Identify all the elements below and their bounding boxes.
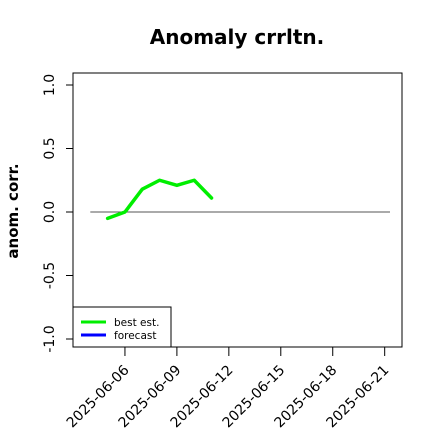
y-axis: -1.0 -0.5 0.0 0.5 1.0 — [42, 74, 73, 353]
y-tick-label: 0.5 — [42, 137, 58, 159]
legend-label-best-est: best est. — [114, 317, 159, 329]
x-axis: 2025-06-062025-06-092025-06-122025-06-15… — [64, 347, 392, 431]
plot-area-frame — [72, 72, 403, 348]
y-tick-label: -0.5 — [42, 262, 58, 289]
y-tick-label: 0.0 — [42, 201, 58, 223]
y-tick-label: 1.0 — [42, 74, 58, 96]
legend-label-forecast: forecast — [114, 330, 156, 342]
series-line-best-est — [105, 178, 214, 221]
y-tick-label: -1.0 — [42, 325, 58, 352]
y-axis-label: anom. corr. — [4, 163, 22, 258]
legend-box — [72, 306, 172, 348]
chart-title: Anomaly crrltn. — [150, 25, 324, 49]
legend: best est. forecast — [72, 306, 172, 348]
series-layer — [105, 178, 214, 221]
